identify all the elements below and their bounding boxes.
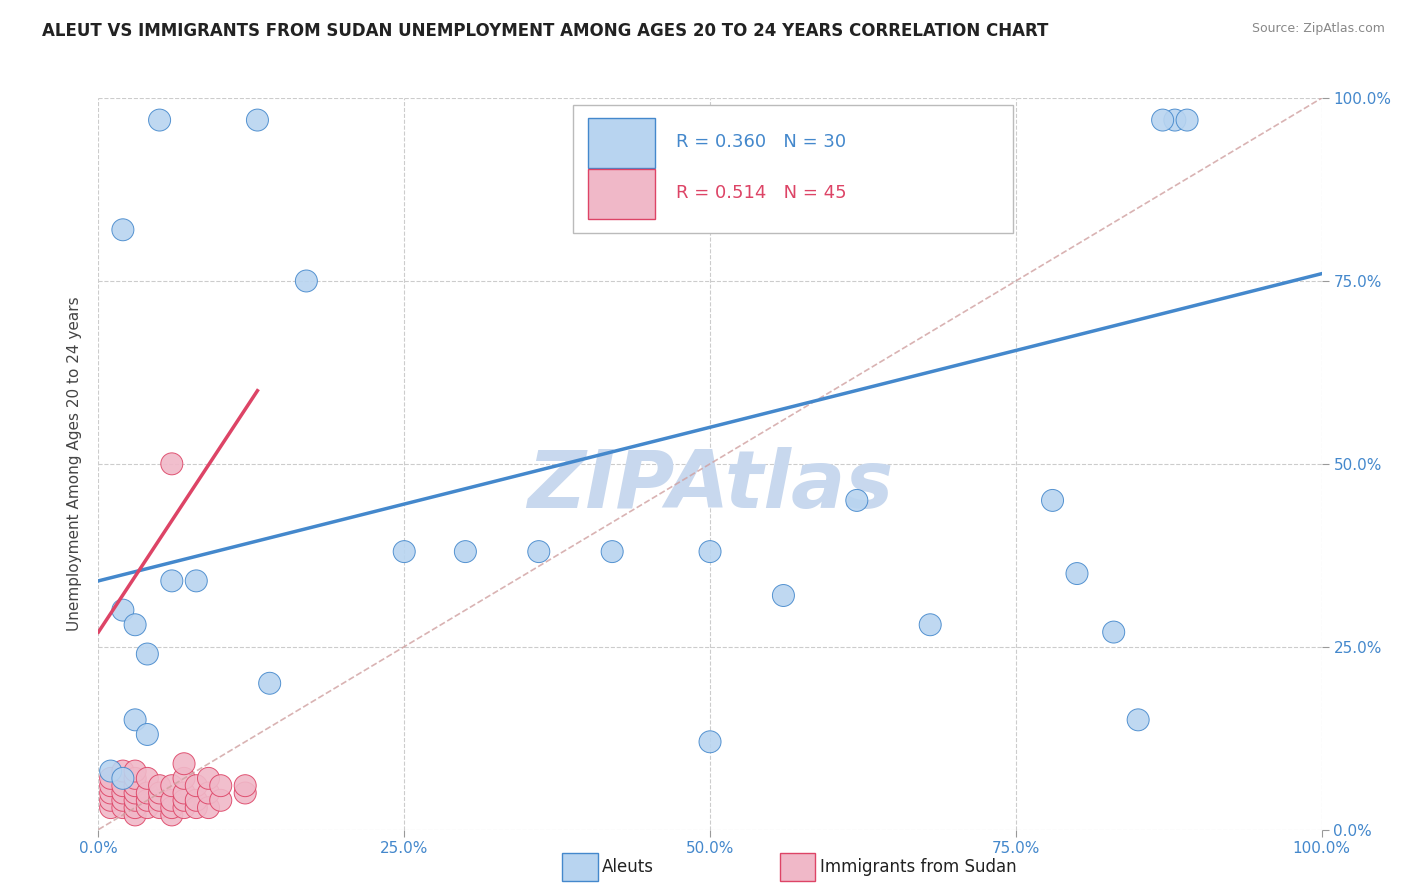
Ellipse shape	[100, 789, 122, 812]
Ellipse shape	[295, 270, 318, 292]
Ellipse shape	[1102, 621, 1125, 643]
Ellipse shape	[100, 767, 122, 789]
Ellipse shape	[1042, 490, 1063, 511]
Ellipse shape	[920, 614, 941, 636]
Ellipse shape	[602, 541, 623, 563]
Ellipse shape	[149, 109, 170, 131]
Ellipse shape	[136, 797, 159, 819]
Ellipse shape	[136, 767, 159, 789]
Ellipse shape	[149, 789, 170, 812]
Ellipse shape	[149, 797, 170, 819]
Ellipse shape	[209, 789, 232, 812]
Ellipse shape	[1066, 563, 1088, 584]
FancyBboxPatch shape	[588, 169, 655, 219]
Ellipse shape	[1175, 109, 1198, 131]
Ellipse shape	[394, 541, 415, 563]
Ellipse shape	[1164, 109, 1185, 131]
Text: ALEUT VS IMMIGRANTS FROM SUDAN UNEMPLOYMENT AMONG AGES 20 TO 24 YEARS CORRELATIO: ALEUT VS IMMIGRANTS FROM SUDAN UNEMPLOYM…	[42, 22, 1049, 40]
Ellipse shape	[186, 789, 207, 812]
Ellipse shape	[160, 774, 183, 797]
Ellipse shape	[160, 570, 183, 592]
Ellipse shape	[112, 599, 134, 621]
Ellipse shape	[136, 723, 159, 746]
FancyBboxPatch shape	[574, 105, 1014, 234]
Ellipse shape	[124, 782, 146, 804]
Ellipse shape	[1152, 109, 1174, 131]
Ellipse shape	[149, 782, 170, 804]
Ellipse shape	[112, 767, 134, 789]
Ellipse shape	[124, 767, 146, 789]
Text: Immigrants from Sudan: Immigrants from Sudan	[820, 858, 1017, 876]
Ellipse shape	[112, 219, 134, 241]
Ellipse shape	[124, 709, 146, 731]
Ellipse shape	[100, 797, 122, 819]
Ellipse shape	[846, 490, 868, 511]
Text: R = 0.360   N = 30: R = 0.360 N = 30	[676, 133, 846, 151]
Text: Aleuts: Aleuts	[602, 858, 654, 876]
Ellipse shape	[186, 570, 207, 592]
Ellipse shape	[173, 753, 195, 774]
Ellipse shape	[173, 797, 195, 819]
Ellipse shape	[124, 789, 146, 812]
Ellipse shape	[112, 782, 134, 804]
Ellipse shape	[246, 109, 269, 131]
Ellipse shape	[235, 782, 256, 804]
Ellipse shape	[136, 789, 159, 812]
Text: R = 0.514   N = 45: R = 0.514 N = 45	[676, 185, 846, 202]
Ellipse shape	[160, 804, 183, 826]
Ellipse shape	[186, 797, 207, 819]
Ellipse shape	[112, 789, 134, 812]
Ellipse shape	[259, 673, 281, 694]
Ellipse shape	[160, 797, 183, 819]
Ellipse shape	[772, 584, 794, 607]
Ellipse shape	[699, 731, 721, 753]
FancyBboxPatch shape	[588, 118, 655, 168]
Ellipse shape	[699, 541, 721, 563]
Ellipse shape	[100, 782, 122, 804]
Ellipse shape	[124, 760, 146, 782]
Ellipse shape	[149, 774, 170, 797]
Ellipse shape	[197, 782, 219, 804]
Text: ZIPAtlas: ZIPAtlas	[527, 447, 893, 524]
Ellipse shape	[235, 774, 256, 797]
Ellipse shape	[136, 643, 159, 665]
Ellipse shape	[1128, 709, 1149, 731]
Ellipse shape	[124, 804, 146, 826]
Ellipse shape	[197, 797, 219, 819]
Ellipse shape	[112, 774, 134, 797]
Y-axis label: Unemployment Among Ages 20 to 24 years: Unemployment Among Ages 20 to 24 years	[67, 296, 83, 632]
Ellipse shape	[209, 774, 232, 797]
Ellipse shape	[173, 789, 195, 812]
Ellipse shape	[173, 767, 195, 789]
Ellipse shape	[136, 782, 159, 804]
Ellipse shape	[173, 782, 195, 804]
Ellipse shape	[100, 774, 122, 797]
Ellipse shape	[124, 797, 146, 819]
Ellipse shape	[160, 453, 183, 475]
Ellipse shape	[160, 789, 183, 812]
Ellipse shape	[112, 760, 134, 782]
Ellipse shape	[527, 541, 550, 563]
Ellipse shape	[124, 774, 146, 797]
Ellipse shape	[454, 541, 477, 563]
Text: Source: ZipAtlas.com: Source: ZipAtlas.com	[1251, 22, 1385, 36]
Ellipse shape	[124, 614, 146, 636]
Ellipse shape	[112, 797, 134, 819]
Ellipse shape	[197, 767, 219, 789]
Ellipse shape	[100, 760, 122, 782]
Ellipse shape	[186, 774, 207, 797]
